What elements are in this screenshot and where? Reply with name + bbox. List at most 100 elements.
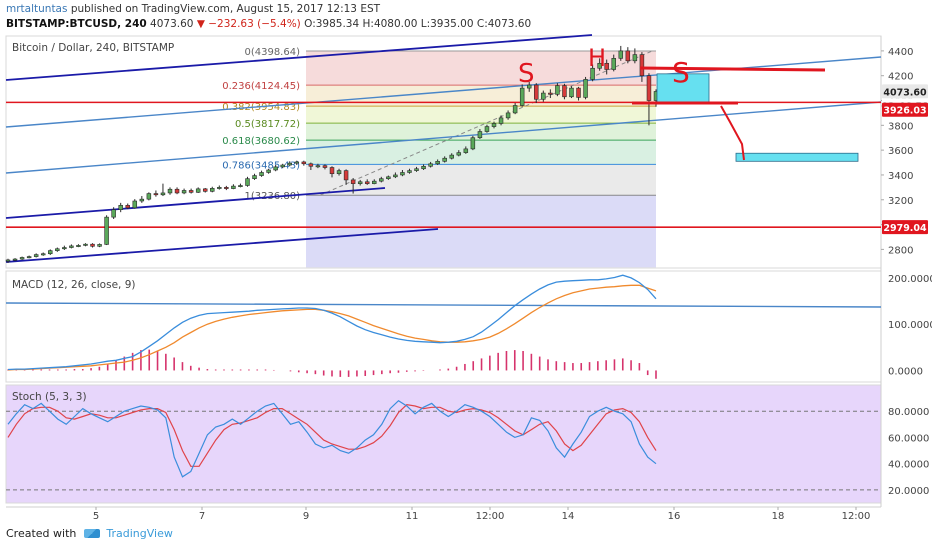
shoulder-level-annotation <box>639 66 826 72</box>
time-tick-label: 12:00 <box>476 511 505 522</box>
candle-body <box>611 58 616 70</box>
fib-trend-dashed-line <box>319 50 653 196</box>
candle-body <box>449 154 454 159</box>
candle-body <box>48 250 53 255</box>
stoch-tick-label: 20.0000 <box>888 486 929 497</box>
candle-body <box>153 193 159 196</box>
fib-label-0: 0(4398.64) <box>244 47 300 58</box>
candle-body <box>238 185 243 187</box>
stoch-tick-label: 60.0000 <box>888 433 929 444</box>
candle-body <box>590 67 595 80</box>
symbol-label: BITSTAMP:BTCUSD, 240 <box>6 18 147 30</box>
candle-body <box>484 126 490 132</box>
stoch-pane-title: Stoch (5, 3, 3) <box>12 391 87 403</box>
candle-body <box>400 172 405 176</box>
created-with-text: Created with <box>6 527 77 540</box>
candle-body <box>217 187 222 189</box>
stoch-tick-label: 80.0000 <box>888 407 929 418</box>
fib-zone-0.382 <box>306 106 656 124</box>
candle-body <box>245 178 250 186</box>
candle-body <box>477 131 483 139</box>
candle-body <box>280 164 285 168</box>
candle-body <box>583 79 588 98</box>
price-tick-label: 4400 <box>888 47 913 58</box>
candle-body <box>259 172 264 176</box>
candle-body <box>421 165 426 170</box>
candle-body <box>526 84 532 89</box>
candle-body <box>12 258 18 261</box>
candle-body <box>252 175 257 179</box>
macd-signal-line <box>7 284 657 371</box>
candle-body <box>364 181 370 184</box>
candle-body <box>125 205 130 209</box>
author-link[interactable]: mrtaltuntas <box>6 3 68 15</box>
candle-body <box>336 170 342 175</box>
last-price: 4073.60 <box>150 18 194 30</box>
close-value: C:4073.60 <box>476 18 532 30</box>
candle-body <box>372 180 377 184</box>
right-shoulder-label: S <box>672 56 690 89</box>
candle-body <box>202 188 208 192</box>
tradingview-brand[interactable]: TradingView <box>106 527 173 540</box>
stoch-tick-label: 40.0000 <box>888 460 929 471</box>
macd-tick-label: 0.0000 <box>888 366 923 377</box>
candle-body <box>442 157 447 162</box>
candle-body <box>76 245 81 247</box>
candle-body <box>146 193 152 200</box>
stoch-d-line <box>7 404 657 467</box>
candle-body <box>604 62 609 70</box>
candle-body <box>294 161 300 164</box>
candle-body <box>139 198 145 202</box>
support-price-badge-bg <box>882 220 928 235</box>
macd-line <box>7 274 657 371</box>
channel-lower-dark-line <box>5 228 439 263</box>
candle-body <box>343 170 349 181</box>
candle-body <box>224 187 229 189</box>
candle-body <box>632 54 638 62</box>
time-tick-label: 7 <box>199 511 205 522</box>
candle-body <box>69 245 74 248</box>
channel-middle-dark-line <box>5 187 386 219</box>
macd-tick-label: 100.0000 <box>888 320 932 331</box>
price-tick-label: 3200 <box>888 196 913 207</box>
low-value: L:3935.00 <box>420 18 474 30</box>
fib-zone-1 <box>306 195 656 268</box>
fib-label-0.786: 0.786(3485.43) <box>222 160 300 171</box>
candle-body <box>618 50 624 59</box>
support-price-badge: 2979.04 <box>883 223 927 234</box>
candle-body <box>555 85 560 95</box>
price-change: ▼ −232.63 (−5.4%) <box>196 18 301 30</box>
candle-body <box>470 137 476 150</box>
stoch-k-line <box>7 399 657 478</box>
candle-body <box>393 174 398 178</box>
price-target-box <box>735 152 859 162</box>
candle-body <box>231 185 236 189</box>
level-price-badge-bg <box>882 102 928 117</box>
price-tick-label: 3400 <box>888 171 913 182</box>
level-price-badge: 3926.03 <box>883 106 926 117</box>
fib-zone-0.236 <box>306 85 656 107</box>
candle-body <box>40 253 46 256</box>
candle-body <box>104 216 109 245</box>
candle-body <box>463 148 469 153</box>
candle-body <box>562 85 567 98</box>
candle-body <box>512 105 518 114</box>
candle-body <box>33 254 39 257</box>
tradingview-logo-icon <box>84 529 101 538</box>
published-text: published on TradingView.com, August 15,… <box>70 3 381 15</box>
candle-body <box>90 243 95 247</box>
candle-body <box>541 92 546 100</box>
candle-body <box>308 163 314 167</box>
candle-body <box>639 54 645 77</box>
macd-trend-line <box>5 302 882 308</box>
price-tick-label: 3600 <box>888 146 913 157</box>
pane-border-1 <box>5 270 882 383</box>
candle-body <box>576 87 581 98</box>
candle-body <box>505 112 511 119</box>
candle-body <box>26 256 32 259</box>
candle-body <box>160 192 166 196</box>
fib-label-0.382: 0.382(3954.83) <box>222 102 300 113</box>
candle-body <box>266 169 271 173</box>
candle-body <box>167 188 173 194</box>
